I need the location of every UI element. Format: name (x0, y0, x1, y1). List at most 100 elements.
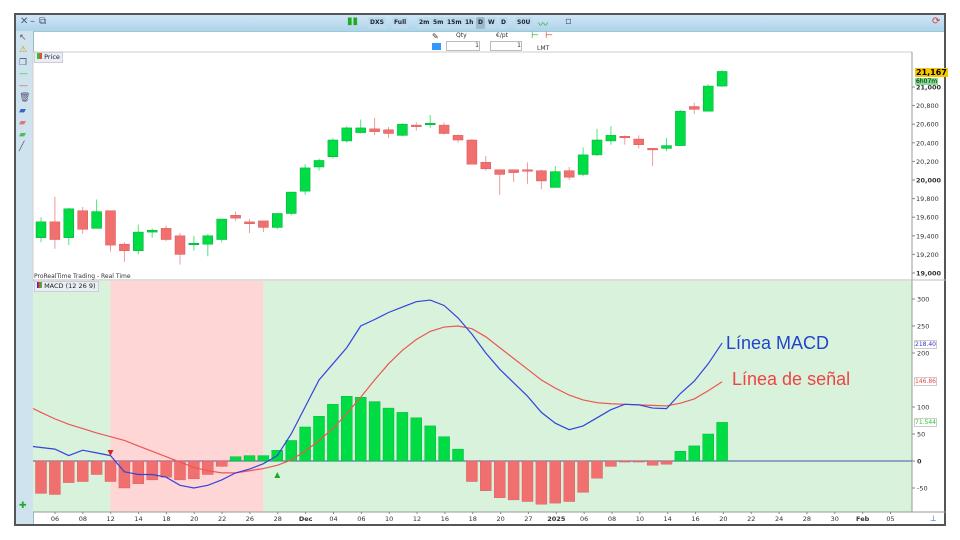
x-tick-label: 08 (608, 515, 616, 523)
refresh-icon[interactable]: ⟳ (932, 16, 941, 27)
instrument-dropdown[interactable]: DXS (368, 17, 386, 29)
pointer-icon[interactable]: ↖ (19, 33, 27, 43)
axis-settings-icon[interactable]: ⊥ (930, 514, 937, 523)
macd-histogram-bar (633, 460, 645, 463)
chart-type-icon[interactable]: ▮▮ (347, 16, 359, 27)
candle-body (452, 135, 464, 141)
histogram-value-tag: 71.544 (914, 418, 937, 427)
macd-histogram-bar (688, 445, 700, 462)
sell-button[interactable]: ⊢ (545, 31, 553, 41)
copy-icon[interactable]: ❐ (19, 58, 28, 68)
period-dropdown[interactable]: Full (392, 17, 409, 29)
source-label: ProRealTime Trading - Real Time (34, 273, 131, 280)
indicator-icon[interactable]: 〰 (538, 20, 548, 31)
horizontal-line-red-icon[interactable]: — (19, 81, 28, 91)
tf-1h[interactable]: 1h (463, 17, 476, 29)
x-tick-label: Dec (299, 515, 313, 523)
qty-label: Qty (456, 32, 467, 39)
zone-green-icon[interactable]: ▰ (19, 130, 26, 140)
trendline-icon[interactable]: ╱ (19, 142, 25, 152)
macd-histogram-bar (660, 460, 673, 465)
candle (91, 199, 102, 229)
candle (494, 169, 505, 195)
macd-histogram-bar (132, 460, 145, 484)
macd-histogram-bar (466, 460, 478, 482)
eur-per-point-input[interactable]: 1 (490, 41, 522, 51)
macd-line (32, 299, 723, 489)
candle (689, 102, 700, 114)
tf-15m[interactable]: 15m (445, 17, 464, 29)
candle (35, 217, 47, 243)
trash-icon[interactable]: 🗑 (19, 93, 31, 103)
candle (702, 84, 714, 112)
order-tool-icon[interactable]: ✎ (432, 32, 439, 41)
candle (411, 122, 422, 131)
tf-5m[interactable]: 5m (431, 17, 446, 29)
candle-body (438, 124, 450, 134)
candle-body (146, 229, 158, 233)
macd-value-tag: 218.40 (914, 340, 937, 349)
candle (522, 162, 533, 184)
minimize-icon[interactable]: – (30, 16, 35, 27)
candle-countdown: 6h07m (915, 78, 939, 85)
candle-body (466, 139, 478, 165)
candle (272, 213, 283, 230)
macd-tick-label: 0 (917, 458, 922, 466)
candle (369, 117, 380, 136)
interval-dropdown[interactable]: D (499, 17, 508, 29)
candle (327, 138, 339, 159)
horizontal-line-green-icon[interactable]: — (19, 69, 28, 79)
macd-legend[interactable]: MACD (12 26 9) (34, 281, 99, 292)
order-ticket-icon[interactable] (432, 43, 441, 50)
zone-red-icon[interactable]: ▰ (19, 118, 26, 128)
candle-body (508, 169, 519, 173)
macd-histogram-bar (215, 460, 228, 467)
restore-icon[interactable]: ⧉ (39, 16, 47, 27)
candle-body (91, 211, 102, 229)
x-tick-label: 06 (51, 515, 59, 523)
macd-histogram-bar (396, 412, 409, 462)
eur-per-point-label: €/pt (496, 32, 508, 39)
macd-color-icon (37, 282, 42, 288)
tf-d[interactable]: D (476, 17, 485, 29)
macd-histogram-bar (104, 460, 117, 482)
title-bar: ✕ – ⧉ ▮▮ DXS Full 2m 5m 15m 1h D W D S0U… (16, 15, 944, 32)
macd-histogram-bar (591, 460, 603, 479)
candle-body (647, 148, 658, 151)
candle-body (563, 170, 575, 178)
candle (605, 126, 617, 145)
x-tick-label: 16 (691, 515, 699, 523)
x-tick-label: 04 (329, 515, 337, 523)
price-tick-label: 19,400 (916, 232, 939, 240)
candle-body (424, 123, 436, 126)
candle-body (77, 210, 88, 230)
tf-2m[interactable]: 2m (417, 17, 432, 29)
x-tick-label: 10 (636, 515, 644, 523)
candle-body (272, 213, 283, 228)
units-dropdown[interactable]: S0U (515, 17, 533, 29)
candle-body (230, 215, 241, 219)
zone-blue-icon[interactable]: ▰ (19, 106, 26, 116)
close-icon[interactable]: ✕ (20, 16, 29, 27)
macd-histogram-bar (188, 460, 200, 480)
buy-button[interactable]: ⊢ (531, 31, 539, 41)
macd-histogram-bar (35, 460, 47, 494)
candle (174, 233, 186, 265)
current-price-tag: 21,167 (915, 68, 948, 77)
order-type-label[interactable]: LMT (537, 45, 550, 52)
x-tick-label: 06 (357, 515, 365, 523)
tf-w[interactable]: W (486, 17, 497, 29)
x-tick-label: 12 (107, 515, 115, 523)
candle-body (35, 221, 47, 238)
macd-histogram-bar (368, 401, 381, 462)
settings-icon[interactable]: ▫ (565, 16, 572, 27)
price-legend[interactable]: Price (34, 52, 63, 63)
candle-body (591, 139, 603, 156)
candle (577, 147, 589, 177)
qty-input[interactable]: 1 (446, 41, 480, 51)
candle-body (63, 208, 75, 238)
annotation-signal-line: Línea de señal (732, 369, 851, 389)
add-indicator-icon[interactable]: ✚ (19, 501, 27, 511)
alert-icon[interactable]: ⚠ (19, 45, 28, 55)
